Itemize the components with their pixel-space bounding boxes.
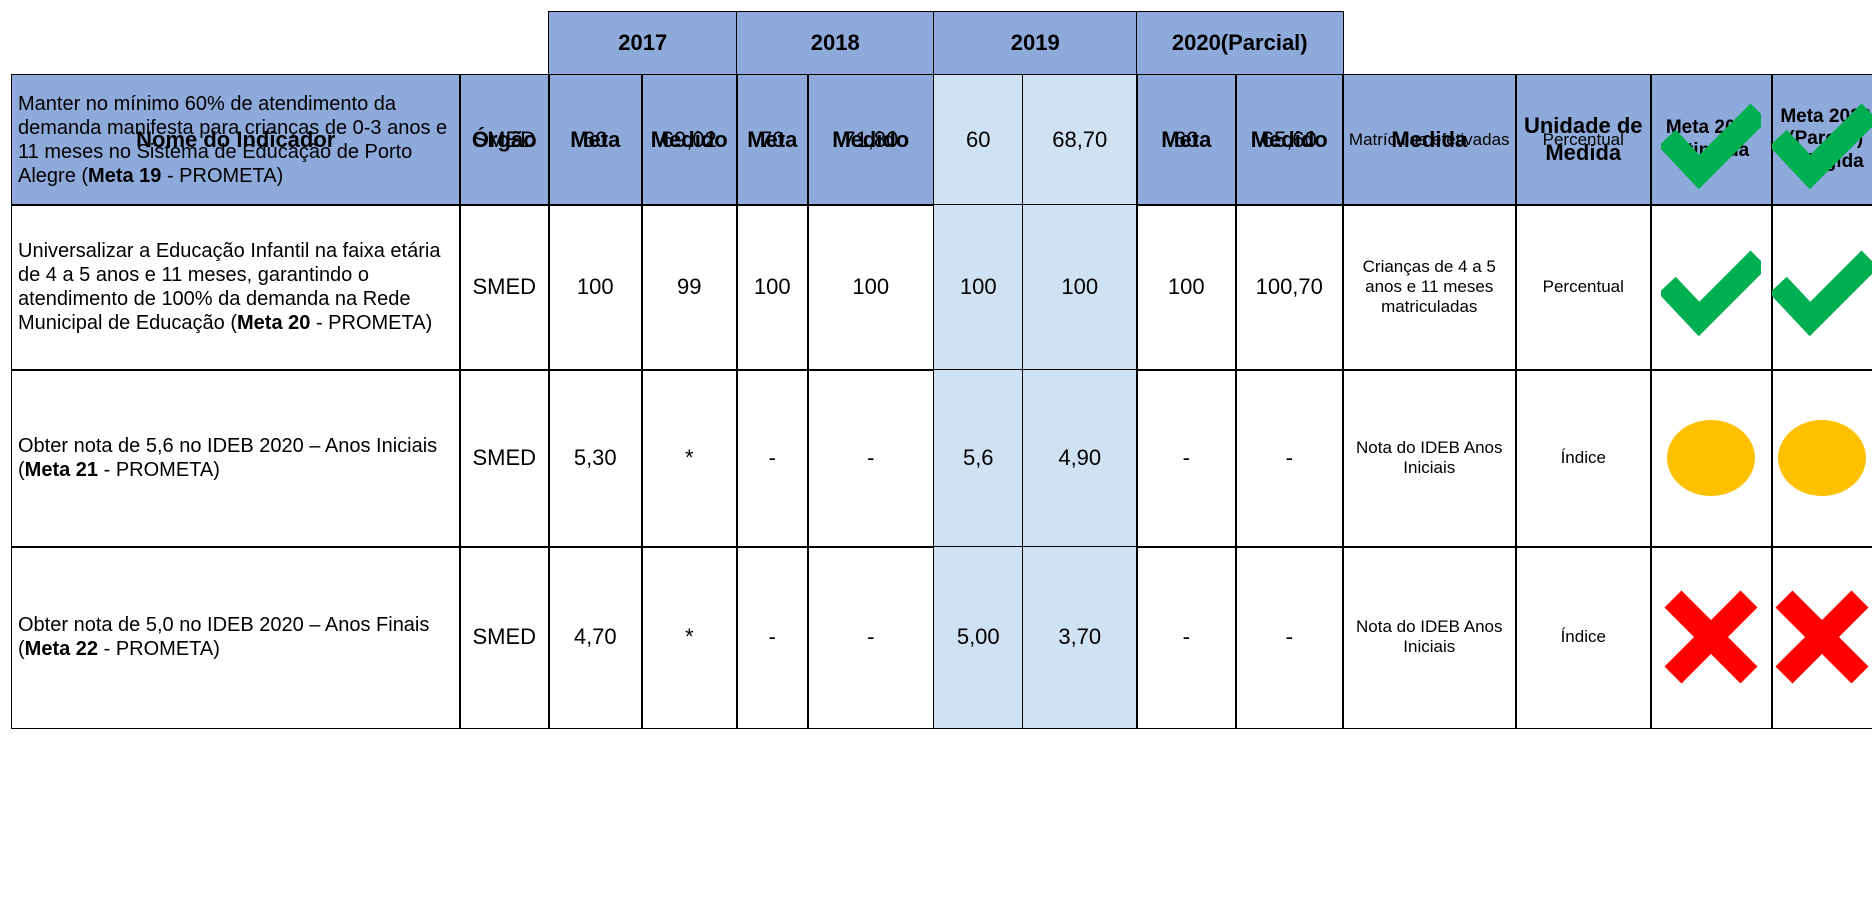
unidade: Índice <box>1515 546 1652 729</box>
value: 100 <box>807 204 935 371</box>
circle-icon <box>1778 420 1866 497</box>
column-header: Nome do Indicador <box>11 74 461 206</box>
indicator-goal: Meta 20 <box>237 312 311 335</box>
year-header: 2020(Parcial) <box>1136 11 1344 76</box>
indicator-part: Obter nota de 5,6 no IDEB 2020 – Anos In… <box>18 435 438 482</box>
check-icon <box>1661 103 1762 189</box>
indicator-part: - PROMETA) <box>98 459 220 482</box>
column-header: Meta <box>736 74 809 206</box>
orgao: SMED <box>459 369 550 548</box>
orgao: SMED <box>459 74 550 206</box>
column-header: Medido <box>641 74 738 206</box>
value: * <box>641 546 738 729</box>
circle-icon <box>1667 420 1756 497</box>
orgao: SMED <box>459 204 550 371</box>
unidade: Percentual <box>1515 74 1652 206</box>
value: - <box>807 369 935 548</box>
status-2020 <box>1771 74 1872 206</box>
indicator-part: - PROMETA) <box>161 164 284 187</box>
indicator-goal: Meta 21 <box>24 459 99 482</box>
value: - <box>1136 546 1237 729</box>
value: 100 <box>933 204 1024 371</box>
check-icon <box>1661 250 1762 337</box>
indicator: Manter no mínimo 60% de atendimento da d… <box>11 74 461 206</box>
value: - <box>1136 369 1237 548</box>
year-header: 2019 <box>933 11 1138 76</box>
cross-icon <box>1775 590 1869 684</box>
value: 99 <box>641 204 738 371</box>
status-2019 <box>1650 369 1773 548</box>
medida: Nota do IDEB Anos Iniciais <box>1342 546 1517 729</box>
value: - <box>807 546 935 729</box>
value: 65,60 <box>1235 74 1344 206</box>
medida: Crianças de 4 a 5 anos e 11 meses matric… <box>1342 204 1517 371</box>
medida: Nota do IDEB Anos Iniciais <box>1342 369 1517 548</box>
indicator-part: - PROMETA) <box>98 638 220 661</box>
status-2019 <box>1650 546 1773 729</box>
value: 68,70 <box>1022 74 1138 206</box>
value: 60 <box>1136 74 1237 206</box>
column-header: Medida <box>1342 74 1517 206</box>
value: 5,00 <box>933 546 1024 729</box>
value: - <box>736 546 809 729</box>
value: * <box>641 369 738 548</box>
value: 100 <box>548 204 643 371</box>
indicator-part: Manter no mínimo 60% de atendimento da d… <box>18 92 448 187</box>
value: 4,70 <box>548 546 643 729</box>
status-2020 <box>1771 204 1872 371</box>
cross-icon <box>1664 590 1758 684</box>
indicator-goal: Meta 22 <box>24 638 99 661</box>
indicator-goal: Meta 19 <box>88 164 162 187</box>
value: - <box>1235 546 1344 729</box>
value: 100 <box>736 204 809 371</box>
check-icon <box>1772 103 1872 189</box>
indicator-part: Universalizar a Educação Infantil na fai… <box>18 240 441 335</box>
status-2019 <box>1650 74 1773 206</box>
value: 100 <box>1022 204 1138 371</box>
unidade: Índice <box>1515 369 1652 548</box>
unidade: Percentual <box>1515 204 1652 371</box>
value: 3,70 <box>1022 546 1138 729</box>
year-header: 2018 <box>736 11 935 76</box>
status-2020 <box>1771 369 1872 548</box>
status-2020 <box>1771 546 1872 729</box>
column-header: Medido <box>1235 74 1344 206</box>
column-header: Unidade de Medida <box>1515 74 1652 206</box>
value: 69,02 <box>641 74 738 206</box>
value: 71,80 <box>807 74 935 206</box>
value: 70 <box>736 74 809 206</box>
indicator-text: Obter nota de 5,0 no IDEB 2020 – Anos Fi… <box>18 613 454 661</box>
value: - <box>736 369 809 548</box>
indicator-text: Universalizar a Educação Infantil na fai… <box>18 239 454 335</box>
orgao: SMED <box>459 546 550 729</box>
status-2019 <box>1650 204 1773 371</box>
check-icon <box>1772 250 1872 337</box>
value: - <box>1235 369 1344 548</box>
indicator: Universalizar a Educação Infantil na fai… <box>11 204 461 371</box>
indicator-part: - PROMETA) <box>310 312 433 335</box>
value: 60 <box>548 74 643 206</box>
indicator-part: Obter nota de 5,0 no IDEB 2020 – Anos Fi… <box>18 614 430 661</box>
column-header: Meta <box>548 74 643 206</box>
value: 5,6 <box>933 369 1024 548</box>
value: 4,90 <box>1022 369 1138 548</box>
value: 60 <box>933 74 1024 206</box>
year-header: 2017 <box>548 11 738 76</box>
value: 100 <box>1136 204 1237 371</box>
indicator-text: Obter nota de 5,6 no IDEB 2020 – Anos In… <box>18 434 454 482</box>
value: 5,30 <box>548 369 643 548</box>
indicator-text: Manter no mínimo 60% de atendimento da d… <box>18 92 454 188</box>
indicator: Obter nota de 5,0 no IDEB 2020 – Anos Fi… <box>11 546 461 729</box>
medida: Matrículas efetivadas <box>1342 74 1517 206</box>
indicator: Obter nota de 5,6 no IDEB 2020 – Anos In… <box>11 369 461 548</box>
value: 100,70 <box>1235 204 1344 371</box>
